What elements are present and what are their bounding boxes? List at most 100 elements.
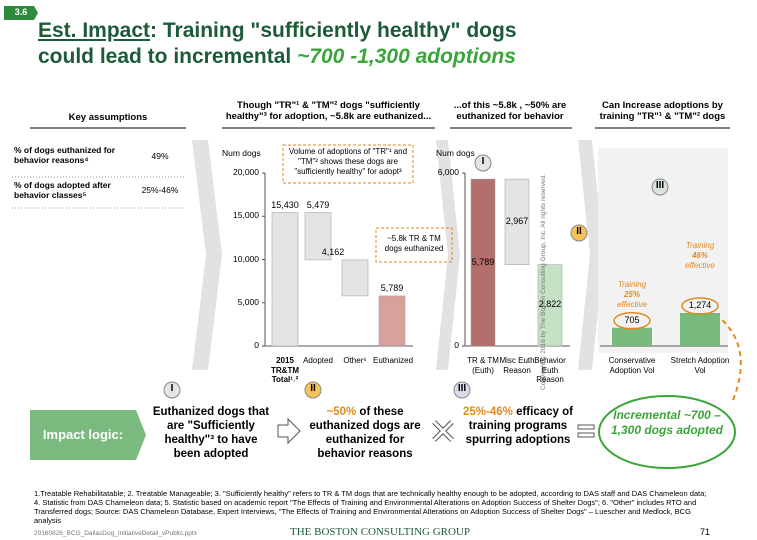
title: Est. Impact: Training "sufficiently heal… [38,18,518,70]
bar [612,327,652,346]
arrow-icon [277,417,301,445]
assumption-value: 49% [151,151,169,161]
y-tick-label: 5,000 [237,296,259,307]
x-tick-label: Other⁶ [343,356,367,365]
chevron [578,140,604,370]
y-tick-label: 15,000 [233,210,259,221]
y-tick-label: 10,000 [233,253,259,264]
badge [651,178,669,196]
impact-step: 25%-46% efficacy of training programs sp… [460,405,576,447]
x-tick-label: Euthanized [373,356,414,365]
y-tick-label: 20,000 [233,167,259,177]
impact-label: Impact logic: [42,427,124,442]
title-highlight: ~700 -1,300 adoptions [297,45,516,68]
value-label: 705 [624,314,640,325]
footnote: 1.Treatable Rehabilitatable; 2. Treatabl… [34,489,707,525]
value-label: 2,822 [538,299,562,310]
badge-label: I [481,156,485,167]
annotation: Training [617,279,647,289]
y-tick-label: 0 [454,340,459,350]
badge-label: II [310,383,316,394]
result-oval [598,395,736,469]
chart-header: Though "TR"¹ & "TM"² dogs "sufficiently … [225,100,432,122]
step-text: of these euthanized dogs are euthanized … [309,406,421,460]
badge [163,381,181,399]
x-tick-label: 2015 TR&TM Total¹˒² [271,356,299,384]
badge-label: II [576,226,582,237]
bar [341,259,369,297]
x-tick-label: Adopted [303,356,333,365]
highlight-oval [681,297,719,315]
value-label: 2,967 [505,215,529,226]
equals-icon [577,424,595,430]
step-text: efficacy of training programs spurring a… [465,406,573,446]
dashed-arrow [719,317,742,401]
assumptions-header: Key assumptions [68,112,148,123]
annotation: effective [685,261,715,270]
bar [378,295,406,347]
x-tick-label: Behavior Euth Reason [534,356,566,384]
y-tick-label: 0 [254,340,259,350]
file-name: 20160826_BCG_DallasDog_InitiativeDetail_… [34,530,197,537]
bar [470,178,496,347]
annotation: 46% [691,251,708,260]
badge-label: III [457,383,467,394]
badge [570,224,588,242]
chart-header: ...of this ~5.8k , ~50% are euthanized f… [453,100,567,122]
y-axis-label: Num dogs [222,148,261,158]
value-label: 5,789 [380,282,404,293]
impact-result: Incremental ~700 – 1,300 dogs adopted [610,408,724,437]
badge-label: III [655,180,665,191]
times-icon [432,420,454,442]
title-text: : Training "sufficiently healthy" dogs c… [38,19,517,68]
chevron [436,140,460,370]
chart-header: Can Increase adoptions by training "TR"¹… [599,100,726,122]
value-label: 5,479 [306,199,330,210]
badge [304,381,322,399]
x-tick-label: Stretch Adoption Vol [670,356,730,375]
impact-step: Euthanized dogs that are "Sufficiently h… [152,406,270,460]
assumption-label: % of dogs adopted after behavior classes… [14,180,111,200]
assumption-value: 25%-46% [141,185,179,195]
bar [304,212,332,261]
bar [537,264,563,347]
bar [271,212,299,347]
annotation: Training [685,241,715,250]
callout-box [282,144,414,184]
y-axis-label: Num dogs [436,148,475,158]
annotation: effective [617,299,647,309]
value-label: 1,274 [688,300,712,310]
step-highlight: 25%-46% [463,406,513,418]
callout: ~5.8k TR & TM dogs euthanized [384,234,444,253]
section-badge: 3.6 [14,7,28,17]
x-tick-label: TR & TM (Euth) [467,356,499,375]
page-number: 71 [700,527,711,537]
badge [474,154,492,172]
y-tick-label: 6,000 [437,167,459,177]
chevron [192,140,222,370]
value-label: 15,430 [271,199,299,210]
impact-box [30,410,146,460]
value-label: 5,789 [471,256,495,267]
step-highlight: ~50% [326,406,357,418]
impact-step: ~50% of these euthanized dogs are euthan… [305,405,425,461]
badge-shape [4,6,38,20]
assumption-label: % of dogs euthanized for behavior reason… [14,145,116,165]
callout: Volume of adoptions of "TR"¹ and "TM"² s… [288,147,408,176]
brand: THE BOSTON CONSULTING GROUP [290,526,470,538]
equals-icon [577,432,595,438]
annotation: 25% [623,289,640,299]
title-lead: Est. Impact [38,19,151,42]
badge-label: I [170,383,174,394]
badge [453,381,471,399]
highlight-oval [613,311,651,330]
value-label: 4,162 [321,246,345,257]
copyright: Copyright © 2016 by The Boston Consultin… [540,173,547,390]
x-tick-label: Conservative Adoption Vol [608,356,656,375]
x-tick-label: Misc Euth Reason [499,356,535,375]
bar [680,313,720,346]
bar [504,178,530,265]
callout-box [375,227,453,263]
